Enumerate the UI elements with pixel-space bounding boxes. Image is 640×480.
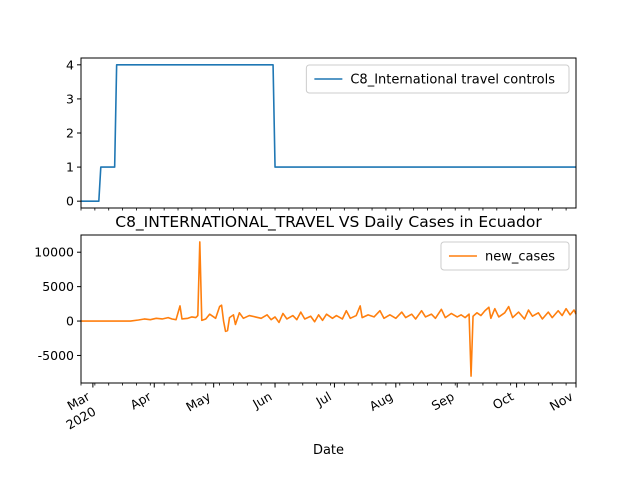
bottom-axes-frame xyxy=(80,234,577,384)
top-legend: C8_International travel controls xyxy=(305,64,570,94)
y-tick-label: -5000 xyxy=(38,348,74,363)
y-tick-label: 4 xyxy=(66,57,74,72)
top-axes-frame xyxy=(80,57,577,209)
series-line-c8-international-travel-controls xyxy=(81,64,576,202)
bottom-legend-box xyxy=(440,241,570,271)
top-y-ticks: 0 1 2 3 4 xyxy=(66,57,81,209)
y-tick-label: 0 xyxy=(66,194,74,209)
y-tick-label: 1 xyxy=(66,160,74,175)
y-tick-label: 2 xyxy=(66,126,74,141)
series-line-new-cases xyxy=(81,241,577,377)
y-tick-label: 10000 xyxy=(34,245,74,260)
bottom-legend-label: new_cases xyxy=(485,250,555,265)
x-axis-label: Date xyxy=(313,443,344,458)
top-legend-box xyxy=(305,64,570,94)
bottom-y-ticks: -5000 0 5000 10000 xyxy=(34,245,81,363)
bottom-series-lines xyxy=(81,241,577,377)
y-tick-label: 5000 xyxy=(42,279,74,294)
top-axes: 0 1 2 3 4 C8_International travel controls xyxy=(66,57,577,211)
y-tick-label: 3 xyxy=(66,91,74,106)
x-tick-label: Jul xyxy=(313,389,334,410)
chart-title: C8_INTERNATIONAL_TRAVEL VS Daily Cases i… xyxy=(115,213,542,232)
top-legend-label: C8_International travel controls xyxy=(350,73,555,88)
top-series-lines xyxy=(81,64,576,202)
y-tick-label: 0 xyxy=(66,314,74,329)
bottom-legend: new_cases xyxy=(440,241,570,271)
